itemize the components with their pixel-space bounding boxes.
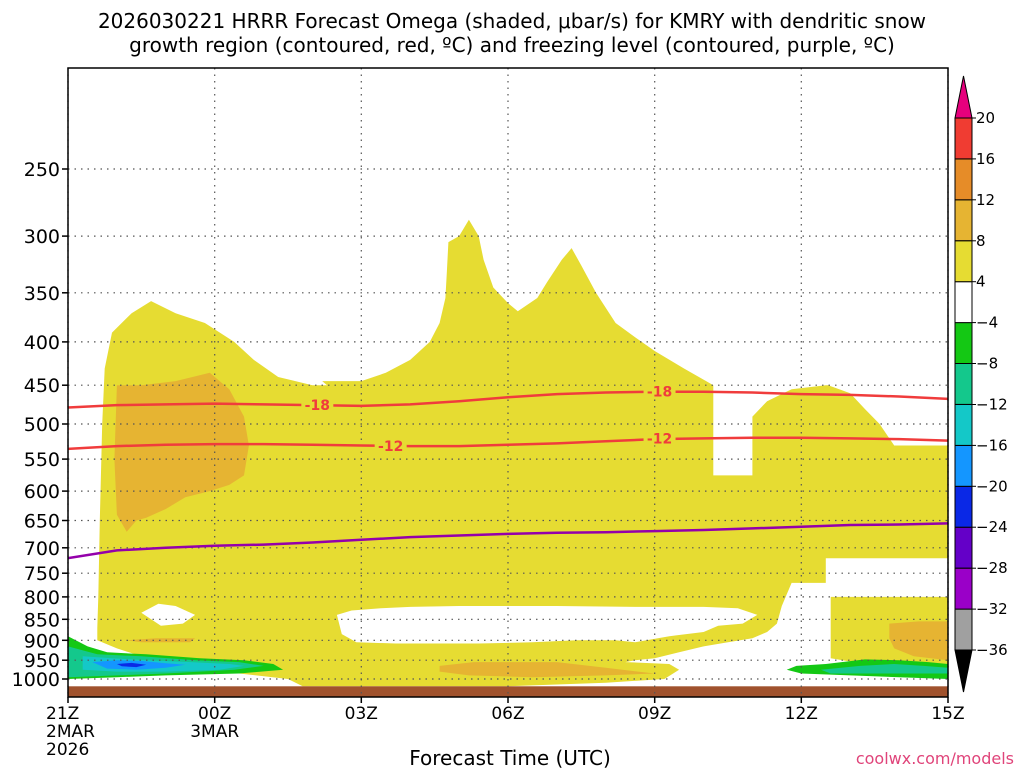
x-tick-label-6-0: 03Z bbox=[345, 704, 378, 724]
contour-label-3: -12 bbox=[647, 431, 672, 447]
shaded-omega-field bbox=[68, 219, 948, 687]
x-tick-label-12-0: 09Z bbox=[638, 704, 671, 724]
colorbar-top-arrow bbox=[954, 75, 973, 119]
colorbar-label-9: 4 bbox=[976, 273, 986, 291]
ground-fill bbox=[68, 686, 948, 697]
y-tick-label-850: 850 bbox=[24, 609, 60, 631]
y-tick-label-700: 700 bbox=[24, 538, 60, 560]
omega-shaded-region-5 bbox=[889, 621, 948, 661]
colorbar-label-13: 20 bbox=[976, 109, 995, 127]
colorbar-segment-9 bbox=[954, 240, 973, 283]
contour-lines: -18 -18 -12 -12 bbox=[68, 382, 948, 560]
colorbar-segment-4 bbox=[954, 444, 973, 487]
ground-surface bbox=[68, 686, 948, 697]
colorbar-segment-5 bbox=[954, 404, 973, 446]
contour-line-4 bbox=[68, 522, 948, 560]
y-tick-label-500: 500 bbox=[24, 414, 60, 436]
colorbar-label-4: −20 bbox=[976, 477, 1008, 495]
y-tick-label-650: 650 bbox=[24, 511, 60, 533]
contour-label-bg-3 bbox=[643, 429, 676, 446]
colorbar-bottom-arrow bbox=[954, 649, 973, 693]
colorbar-segment-3 bbox=[954, 485, 973, 528]
colorbar-label-12: 16 bbox=[976, 150, 995, 168]
omega-shaded-region-4 bbox=[439, 662, 655, 678]
colorbar-segment-6 bbox=[954, 363, 973, 405]
x-tick-label-3-0: 00Z bbox=[198, 704, 231, 724]
colorbar-label-2: −28 bbox=[976, 559, 1008, 577]
omega-shaded-region-3 bbox=[126, 638, 196, 643]
y-tick-label-1000: 1000 bbox=[12, 669, 60, 691]
colorbar-segment-7 bbox=[954, 322, 973, 365]
colorbar-label-6: −12 bbox=[976, 396, 1008, 414]
colorbar-segment-12 bbox=[954, 117, 973, 160]
colorbar-segment-0 bbox=[954, 608, 973, 651]
contour-line-2 bbox=[68, 436, 948, 451]
colorbar-label-7: −8 bbox=[976, 355, 998, 373]
x-tick-label-15-0: 12Z bbox=[785, 704, 818, 724]
x-tick-label-9-0: 06Z bbox=[491, 704, 524, 724]
y-tick-label-900: 900 bbox=[24, 630, 60, 652]
y-tick-label-800: 800 bbox=[24, 587, 60, 609]
x-tick-label-0-0: 21Z bbox=[46, 704, 79, 724]
omega-shaded-region-7 bbox=[336, 606, 758, 644]
y-tick-label-250: 250 bbox=[24, 159, 60, 181]
omega-shaded-region-0 bbox=[97, 219, 948, 687]
x-tick-label-0-2: 2026 bbox=[46, 740, 89, 760]
y-tick-label-550: 550 bbox=[24, 449, 60, 471]
colorbar-segment-8 bbox=[954, 281, 973, 324]
y-tick-label-600: 600 bbox=[24, 481, 60, 503]
contour-label-2: -12 bbox=[378, 439, 403, 455]
y-tick-label-750: 750 bbox=[24, 563, 60, 585]
colorbar-label-1: −32 bbox=[976, 600, 1008, 618]
x-tick-label-0-1: 2MAR bbox=[46, 722, 95, 742]
credit-text: coolwx.com/models bbox=[856, 749, 1014, 768]
contour-label-bg-2 bbox=[374, 437, 407, 454]
chart-title-line-1: 2026030221 HRRR Forecast Omega (shaded, … bbox=[98, 9, 926, 33]
colorbar-segment-1 bbox=[954, 567, 973, 610]
colorbar-label-3: −24 bbox=[976, 518, 1008, 536]
colorbar-segment-2 bbox=[954, 526, 973, 569]
colorbar: −36 −32 −28 −24 −20 −16 −12 −8 −4 4 8 12 16 20 bbox=[954, 75, 1008, 693]
contour-line-0 bbox=[68, 390, 948, 409]
contour-label-bg-0 bbox=[301, 396, 334, 413]
y-tick-label-400: 400 bbox=[24, 332, 60, 354]
contour-label-1: -18 bbox=[647, 385, 672, 401]
colorbar-label-11: 12 bbox=[976, 191, 995, 209]
y-axis: 2503003504004505005506006507007508008509… bbox=[12, 159, 68, 691]
y-tick-label-350: 350 bbox=[24, 283, 60, 305]
chart-title-line-2: growth region (contoured, red, ºC) and f… bbox=[129, 33, 895, 57]
contour-label-bg-1 bbox=[643, 382, 676, 399]
x-axis-label: Forecast Time (UTC) bbox=[409, 746, 611, 768]
omega-shaded-region-14 bbox=[820, 664, 948, 674]
colorbar-label-0: −36 bbox=[976, 641, 1008, 659]
y-tick-label-450: 450 bbox=[24, 375, 60, 397]
colorbar-segment-10 bbox=[954, 199, 973, 242]
omega-shaded-region-6 bbox=[141, 603, 196, 626]
colorbar-label-10: 8 bbox=[976, 232, 986, 250]
colorbar-label-5: −16 bbox=[976, 436, 1008, 454]
y-tick-label-300: 300 bbox=[24, 226, 60, 248]
y-tick-label-950: 950 bbox=[24, 650, 60, 672]
x-tick-label-18-0: 15Z bbox=[931, 704, 964, 724]
omega-shaded-region-12 bbox=[116, 662, 147, 668]
colorbar-segment-11 bbox=[954, 158, 973, 201]
x-tick-label-3-1: 3MAR bbox=[190, 722, 239, 742]
colorbar-label-8: −4 bbox=[976, 314, 998, 332]
contour-label-0: -18 bbox=[305, 398, 330, 414]
